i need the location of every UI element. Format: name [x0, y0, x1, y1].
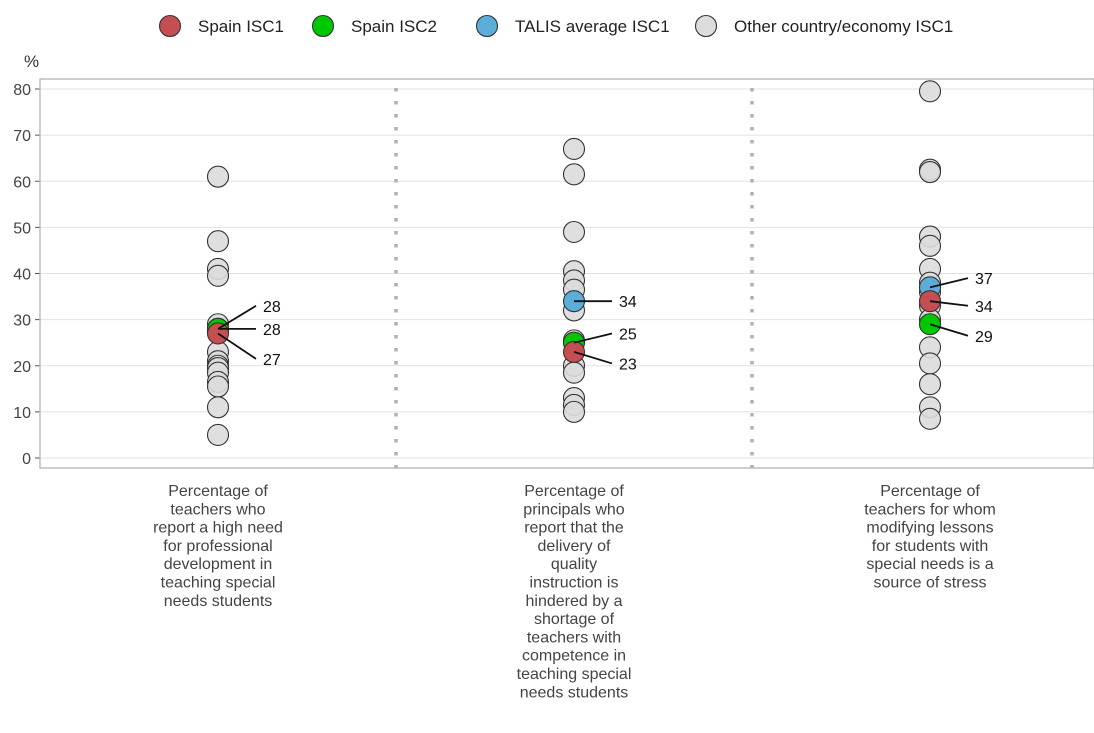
x-category-label-line: report a high need: [153, 520, 283, 537]
legend-label: Other country/economy ISC1: [734, 17, 953, 36]
x-category-label-line: for students with: [872, 538, 989, 555]
value-label-leader: [573, 351, 613, 365]
y-tick-label: 50: [13, 220, 31, 237]
point-other-country: [206, 375, 230, 398]
legend-label: Spain ISC2: [351, 17, 437, 36]
y-tick-label: 30: [13, 313, 31, 330]
x-category-label-line: instruction is: [530, 575, 619, 592]
x-category-label-line: quality: [551, 556, 597, 573]
y-tick-label: 10: [13, 405, 31, 422]
point-other-country: [918, 160, 942, 184]
y-tick-label: 40: [13, 267, 31, 284]
legend-marker: [311, 14, 335, 38]
x-category-label-line: needs students: [520, 684, 629, 701]
y-tick-label: 20: [13, 359, 31, 376]
x-category-label-line: source of stress: [874, 575, 987, 592]
plot-frame: [39, 78, 1094, 469]
legend-label: Spain ISC1: [198, 17, 284, 36]
point-other-country: [206, 396, 230, 419]
x-category-label-line: teachers for whom: [864, 501, 996, 518]
x-category-label-line: teachers who: [170, 501, 265, 518]
point-other-country: [918, 80, 942, 103]
x-category-label-line: teaching special: [161, 575, 276, 592]
x-category-label-line: teaching special: [517, 666, 632, 683]
point-other-country: [918, 234, 942, 257]
value-label-leader: [929, 300, 969, 307]
y-tick-label: 70: [13, 128, 31, 145]
x-category-label-line: principals who: [523, 501, 624, 518]
value-label-leader: [573, 332, 613, 344]
value-label-leader: [929, 277, 969, 289]
value-label: 34: [975, 299, 993, 316]
y-axis-unit-label: %: [24, 52, 39, 71]
x-category-label-line: hindered by a: [526, 593, 623, 610]
point-other-country: [918, 352, 942, 375]
value-label: 34: [619, 294, 637, 311]
y-tick-label: 60: [13, 174, 31, 191]
point-other-country: [562, 400, 586, 423]
value-label: 28: [263, 322, 281, 339]
value-label-leader: [217, 332, 257, 360]
value-label-leader: [217, 305, 257, 330]
value-labels: 28 28 27 34 25 23 37 34 29: [217, 271, 993, 373]
y-tick-label: 0: [22, 451, 31, 468]
point-other-country: [918, 373, 942, 396]
x-category-label-line: development in: [164, 556, 273, 573]
legend-marker: [158, 14, 182, 38]
legend-label: TALIS average ISC1: [515, 17, 670, 36]
x-category-label-line: Percentage of: [168, 483, 268, 500]
value-label: 29: [975, 329, 993, 346]
point-other-country: [206, 165, 230, 188]
legend: Spain ISC1 Spain ISC2 TALIS average ISC1 Ot…: [158, 14, 953, 38]
x-category-label-line: competence in: [522, 648, 626, 665]
x-category-label-line: special needs is a: [866, 556, 993, 573]
point-other-country: [918, 407, 942, 430]
point-other-country: [206, 423, 230, 446]
point-other-country: [206, 264, 230, 287]
x-category-label-line: for professional: [163, 538, 272, 555]
value-label: 37: [975, 271, 993, 288]
point-other-country: [562, 137, 586, 161]
legend-marker: [475, 14, 499, 38]
y-axis-ticks: 0 10 20 30 40 50 60 70 80: [13, 82, 40, 468]
x-category-label-line: Percentage of: [880, 483, 980, 500]
x-category-label-line: report that the: [524, 520, 624, 537]
point-other-country: [562, 163, 586, 186]
x-category-label-line: Percentage of: [524, 483, 624, 500]
point-other-country: [562, 220, 586, 244]
x-category-label-line: shortage of: [534, 611, 615, 628]
data-points: [206, 80, 942, 446]
value-label: 23: [619, 356, 637, 373]
value-label: 27: [263, 352, 281, 369]
y-tick-label: 80: [13, 82, 31, 99]
point-other-country: [562, 361, 586, 384]
x-category-label-line: modifying lessons: [866, 520, 993, 537]
value-label: 25: [619, 326, 637, 343]
legend-marker: [694, 14, 718, 38]
x-category-label-line: teachers with: [527, 629, 621, 646]
value-label-leader: [929, 323, 969, 337]
x-category-label-line: needs students: [164, 593, 273, 610]
point-other-country: [206, 230, 230, 253]
value-label: 28: [263, 299, 281, 316]
x-category-label-line: delivery of: [538, 538, 611, 555]
